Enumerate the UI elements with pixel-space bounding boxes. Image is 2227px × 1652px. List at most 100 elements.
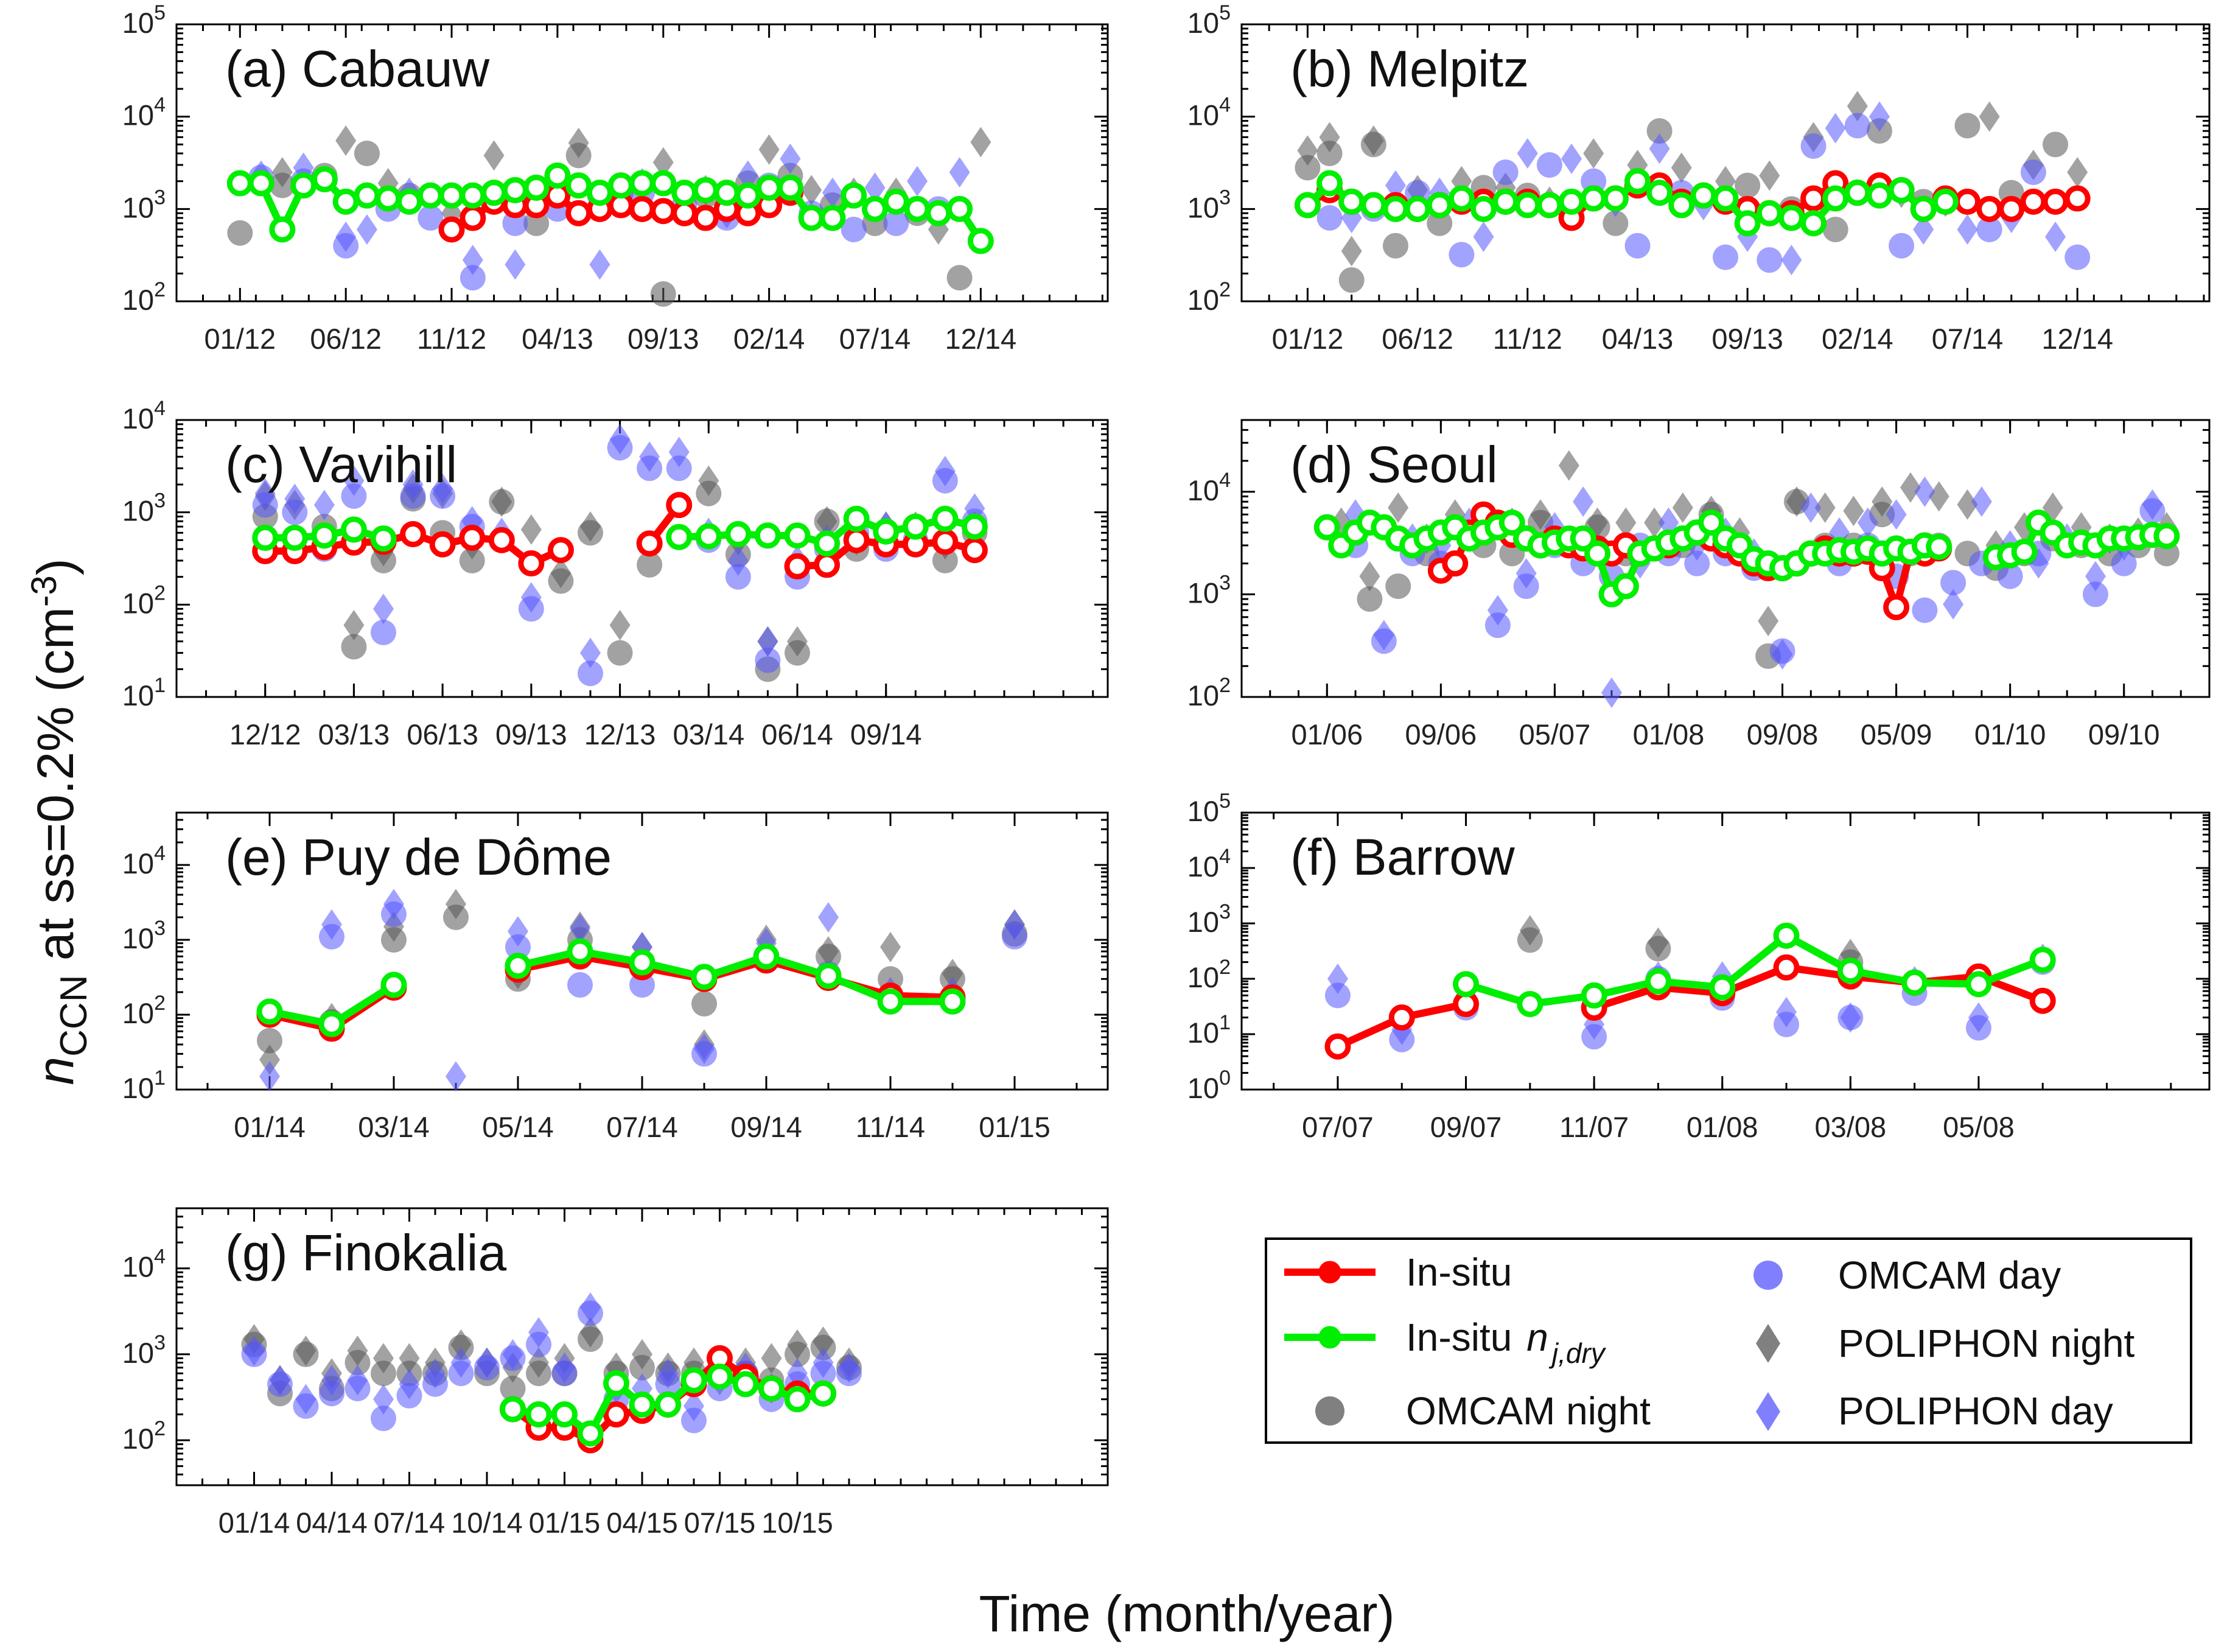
x-tick-label: 04/15 (606, 1507, 678, 1539)
data-point (1888, 177, 1915, 203)
data-point (341, 483, 367, 509)
data-point (787, 626, 808, 657)
data-point (816, 506, 837, 537)
data-point (1646, 118, 1673, 144)
legend-item-poliphon-day: POLIPHON day (1756, 1389, 2113, 1433)
data-point (725, 521, 752, 548)
data-point (418, 205, 444, 231)
data-point (1998, 195, 2025, 222)
data-point (1772, 639, 1793, 670)
y-tick-label: 104 (1187, 469, 1231, 506)
data-point (1612, 573, 1639, 600)
data-point (1584, 540, 1611, 567)
data-point (281, 524, 308, 551)
data-point (1709, 974, 1736, 1001)
series-poliphon-day (1345, 476, 2163, 709)
y-label-n: n (27, 1057, 84, 1085)
data-point (691, 964, 718, 990)
x-tick-label: 11/07 (1559, 1111, 1629, 1143)
data-point (335, 221, 357, 252)
y-label-mid: at ss=0.2% (cm (27, 607, 84, 975)
y-axis-label: nCCN at ss=0.2% (cm-3) (24, 558, 95, 1085)
data-point (2064, 244, 2091, 270)
data-point (753, 943, 780, 970)
data-point (694, 1034, 715, 1065)
x-tick-label: 04/14 (296, 1507, 368, 1539)
data-point (777, 174, 803, 201)
data-point (1773, 954, 1800, 981)
data-point (632, 1339, 652, 1370)
data-point (2085, 561, 2106, 592)
y-tick-label: 102 (1187, 956, 1231, 993)
data-point (269, 216, 296, 243)
data-point (528, 1317, 549, 1348)
data-point (1847, 91, 1868, 122)
data-point (577, 1420, 604, 1447)
data-point (2029, 987, 2056, 1014)
data-point (1363, 125, 1384, 156)
series-poliphon-day (1327, 943, 2054, 1045)
data-point (523, 210, 550, 236)
data-point (607, 640, 633, 666)
legend-insitu-dry-sub: j,dry (1548, 1337, 1607, 1369)
x-tick-label: 10/14 (451, 1507, 523, 1539)
data-point (961, 513, 988, 540)
data-point (1883, 593, 1910, 620)
data-point (650, 170, 677, 197)
data-point (1388, 492, 1409, 523)
data-point (525, 1401, 552, 1428)
data-point (1843, 495, 1864, 527)
data-point (1734, 210, 1761, 237)
data-point (877, 988, 904, 1015)
data-point (347, 1365, 368, 1396)
data-point (554, 1352, 575, 1383)
data-point (226, 170, 253, 197)
data-point (671, 200, 698, 226)
series-line (266, 953, 956, 1032)
data-point (737, 160, 758, 191)
data-point (481, 180, 508, 206)
data-point (758, 134, 780, 165)
data-point (639, 441, 660, 472)
data-point (396, 188, 422, 215)
y-tick-label: 103 (122, 917, 166, 954)
x-ticks: 01/12 06/12 11/12 04/13 09/13 02/14 07/14 12/14 (1240, 24, 2205, 355)
data-point (227, 220, 253, 246)
data-point (505, 953, 531, 979)
data-point (2082, 581, 2108, 607)
x-tick-label: 02/14 (1822, 323, 1893, 355)
data-point (1954, 188, 1981, 215)
data-point (340, 516, 367, 543)
data-point (732, 1371, 759, 1398)
data-point (1900, 472, 1921, 503)
data-point (1698, 509, 1725, 536)
series-insitu-dry (256, 938, 966, 1037)
data-point (1822, 216, 1848, 242)
data-point (580, 1292, 601, 1323)
data-point (607, 172, 634, 199)
x-tick-label: 07/14 (839, 323, 911, 355)
data-point (399, 1343, 420, 1374)
data-point (1516, 558, 1537, 589)
panel-a: 102 103 104 105 01/12 06/12 11/12 04/13 09/13 02/… (122, 1, 1109, 355)
x-tick-label: 01/08 (1633, 718, 1705, 751)
legend-insitu-dry-n: n (1526, 1315, 1548, 1359)
data-point (1776, 996, 1797, 1027)
y-tick-label: 103 (122, 186, 166, 223)
data-point (1976, 195, 2003, 222)
legend-item-poliphon-night: POLIPHON night (1756, 1321, 2135, 1365)
data-point (629, 1391, 656, 1418)
data-point (284, 483, 306, 514)
data-point (814, 530, 841, 557)
y-ticks: 100 101 102 103 104 105 (1187, 789, 2209, 1104)
x-tick-label: 05/07 (1519, 718, 1591, 751)
legend-item-insitu-dry: In-situ n j,dry (1284, 1315, 1607, 1369)
data-point (787, 1329, 808, 1360)
data-point (1603, 210, 1629, 236)
data-point (1338, 188, 1365, 215)
data-point (949, 156, 970, 187)
series-insitu-dry (1453, 922, 2056, 1017)
data-point (254, 478, 276, 509)
data-point (801, 175, 822, 206)
